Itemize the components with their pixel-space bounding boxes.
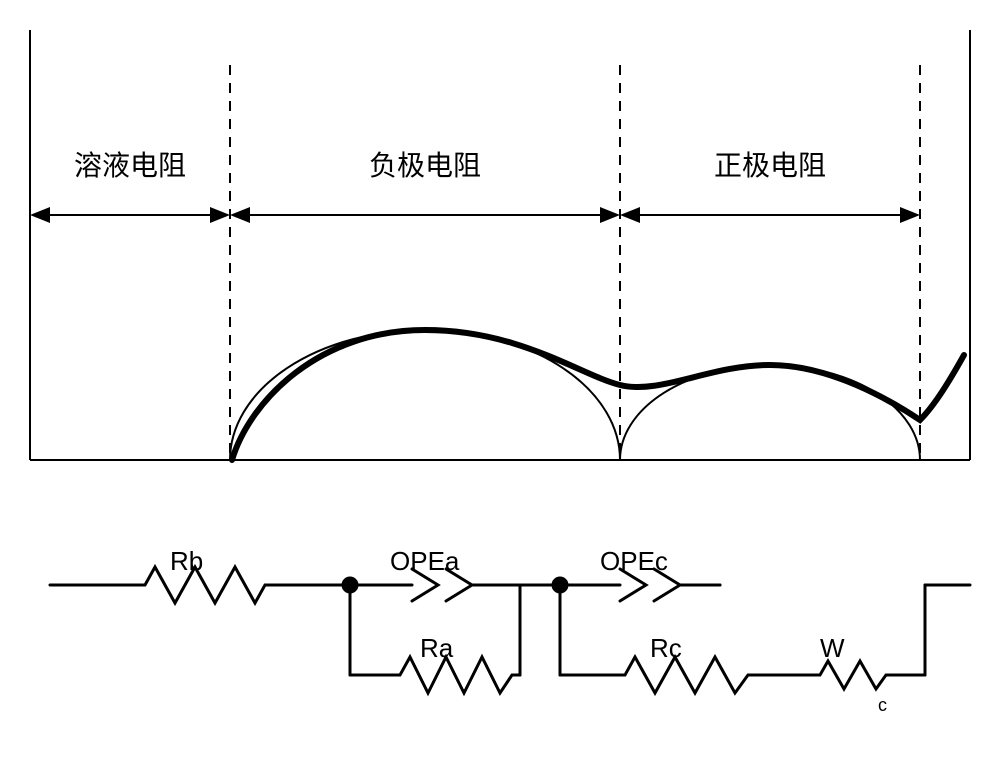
label-ra: Ra xyxy=(420,633,454,663)
label-rc: Rc xyxy=(650,633,682,663)
arc-negative xyxy=(230,330,620,460)
impedance-curve xyxy=(232,330,964,460)
nyquist-plot: 溶液电阻 负极电阻 正极电阻 xyxy=(20,20,980,470)
resistor-ra xyxy=(390,657,520,693)
arrow-left-3 xyxy=(620,207,640,223)
arrow-left-2 xyxy=(230,207,250,223)
label-rb: Rb xyxy=(170,546,203,576)
arrow-right-2 xyxy=(600,207,620,223)
arc-positive xyxy=(620,365,920,460)
label-opec: OPEc xyxy=(600,546,668,576)
warburg-wc xyxy=(810,661,892,689)
label-negative-resistance: 负极电阻 xyxy=(369,150,481,182)
arrow-right-1 xyxy=(210,207,230,223)
label-positive-resistance: 正极电阻 xyxy=(714,150,826,182)
equivalent-circuit: Rb OPEa OPEc Ra Rc W c xyxy=(20,525,980,725)
label-wc-c: c xyxy=(878,695,887,715)
arrow-left-1 xyxy=(30,207,50,223)
label-wc-w: W xyxy=(820,633,845,663)
resistor-rc xyxy=(615,657,755,693)
label-opea: OPEa xyxy=(390,546,460,576)
label-solution-resistance: 溶液电阻 xyxy=(74,150,186,182)
arrow-right-3 xyxy=(900,207,920,223)
